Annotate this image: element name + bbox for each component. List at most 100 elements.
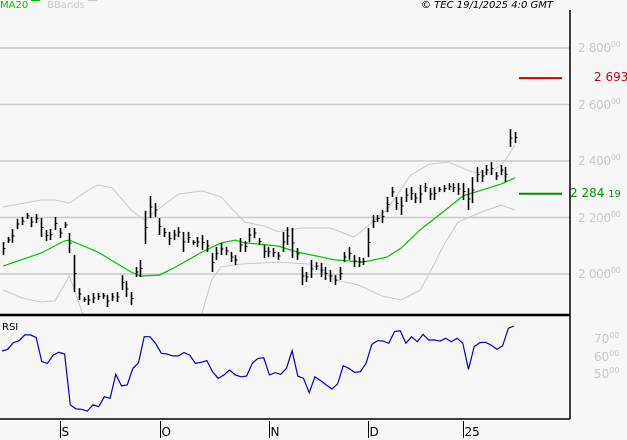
rsi-line bbox=[1, 325, 515, 412]
price-bar bbox=[116, 292, 120, 302]
price-bar bbox=[11, 229, 15, 243]
bband-lower-line bbox=[2, 204, 516, 314]
price-bar bbox=[130, 292, 134, 306]
price-bar bbox=[73, 255, 77, 293]
price-bar bbox=[163, 227, 167, 237]
price-tick-label: 2 00000 bbox=[578, 266, 621, 281]
price-bars bbox=[2, 129, 518, 308]
price-bar bbox=[215, 246, 219, 260]
price-bar bbox=[26, 212, 30, 219]
price-bar bbox=[433, 186, 437, 200]
price-bar bbox=[102, 292, 106, 299]
price-bar bbox=[495, 172, 499, 180]
price-bar bbox=[68, 233, 72, 254]
price-bar bbox=[192, 240, 196, 245]
price-bar bbox=[225, 246, 229, 256]
rsi-line-group bbox=[1, 325, 515, 412]
price-tick-dec: 00 bbox=[610, 40, 621, 49]
x-axis-ticks bbox=[60, 421, 464, 438]
legend-bbands-swatch bbox=[87, 0, 97, 1]
price-bar bbox=[339, 266, 343, 280]
price-tick-int: 2 800 bbox=[578, 41, 611, 55]
price-bar bbox=[173, 229, 177, 241]
price-bar bbox=[7, 236, 11, 243]
price-bar bbox=[391, 186, 395, 197]
price-bar bbox=[144, 211, 148, 245]
price-bar bbox=[419, 185, 423, 204]
price-bar bbox=[471, 177, 475, 204]
price-bar bbox=[429, 188, 433, 200]
price-bar bbox=[139, 259, 143, 278]
price-bar bbox=[448, 183, 452, 191]
rsi-tick-dec: 00 bbox=[609, 331, 620, 340]
chart-frame bbox=[0, 10, 571, 420]
price-bar bbox=[485, 164, 489, 176]
x-tick-label: S bbox=[61, 425, 70, 439]
price-bar bbox=[234, 255, 238, 265]
bollinger-bands bbox=[2, 144, 516, 314]
price-bar bbox=[286, 227, 290, 245]
price-tick-dec: 00 bbox=[610, 266, 621, 275]
price-bar bbox=[158, 218, 162, 236]
price-bar bbox=[305, 272, 309, 282]
price-tick-int: 2 400 bbox=[578, 154, 611, 168]
rsi-tick-int: 50 bbox=[594, 367, 610, 381]
price-bar bbox=[282, 231, 286, 252]
legend-ma20: MA20 bbox=[0, 0, 41, 12]
price-tick-label: 2 80000 bbox=[578, 40, 621, 55]
price-bar bbox=[263, 244, 267, 258]
legend-bbands: BBands bbox=[47, 0, 98, 12]
price-bar bbox=[315, 262, 319, 271]
price-bar bbox=[424, 183, 428, 193]
price-bar bbox=[452, 183, 456, 193]
price-bar bbox=[258, 238, 262, 245]
bband-upper-line bbox=[2, 144, 516, 238]
x-tick-label: D bbox=[369, 425, 379, 439]
price-bar bbox=[457, 183, 461, 195]
price-bar bbox=[490, 162, 494, 176]
price-bar bbox=[481, 170, 485, 182]
price-bar bbox=[30, 216, 34, 228]
x-tick-label: N bbox=[270, 425, 280, 439]
price-bar bbox=[267, 246, 271, 258]
price-bar bbox=[324, 266, 328, 280]
legend-ma20-label: MA20 bbox=[0, 0, 29, 11]
price-bar bbox=[220, 242, 224, 256]
price-bar bbox=[239, 238, 243, 252]
level-int: 2 693 bbox=[594, 70, 627, 85]
price-bar bbox=[462, 183, 466, 200]
price-tick-dec: 00 bbox=[610, 153, 621, 162]
rsi-tick-dec: 00 bbox=[609, 366, 620, 375]
rsi-tick-dec: 00 bbox=[609, 348, 620, 358]
price-bar bbox=[358, 257, 362, 267]
price-bar bbox=[509, 129, 513, 147]
price-bar bbox=[78, 288, 82, 300]
price-bar bbox=[211, 253, 215, 273]
price-bar bbox=[291, 227, 295, 258]
price-bar bbox=[21, 216, 25, 226]
rsi-title: RSI bbox=[2, 322, 19, 333]
price-bar bbox=[97, 292, 101, 300]
rsi-tick-label: 5000 bbox=[594, 366, 619, 381]
price-bar bbox=[230, 251, 234, 263]
price-bar bbox=[154, 203, 158, 217]
price-bar bbox=[64, 222, 68, 228]
price-bar bbox=[438, 186, 442, 193]
price-bar bbox=[201, 235, 205, 250]
support-level-label: 2 284 19 bbox=[570, 186, 621, 200]
price-tick-label: 2 40000 bbox=[578, 153, 621, 168]
price-bar bbox=[121, 275, 125, 291]
level-int: 2 284 bbox=[570, 185, 605, 200]
price-bar bbox=[376, 214, 380, 223]
legend-ma20-swatch bbox=[31, 0, 41, 1]
price-bar bbox=[500, 164, 504, 176]
price-bar bbox=[196, 236, 200, 247]
price-bar bbox=[443, 185, 447, 193]
price-bar bbox=[272, 248, 276, 258]
price-bar bbox=[514, 131, 518, 143]
price-bar bbox=[372, 214, 376, 228]
price-bar bbox=[182, 231, 186, 252]
legend: MA20 BBands bbox=[0, 0, 98, 12]
price-bar bbox=[135, 266, 139, 278]
x-tick-label: O bbox=[161, 425, 171, 439]
